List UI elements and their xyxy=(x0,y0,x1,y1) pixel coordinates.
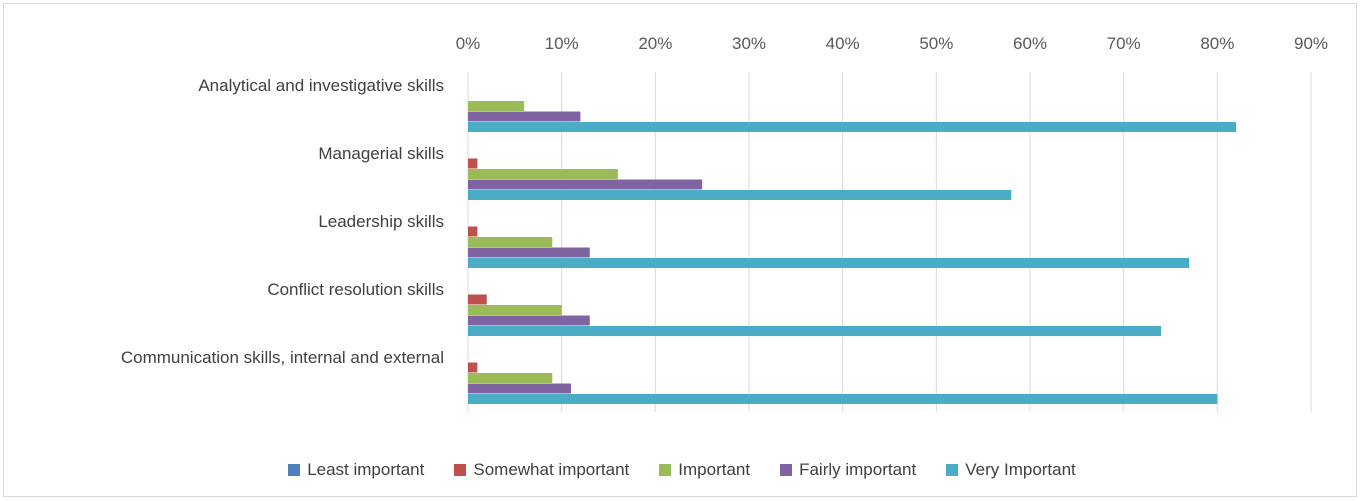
bar xyxy=(468,180,702,190)
x-tick-label: 90% xyxy=(1294,34,1328,53)
legend-item: Very Important xyxy=(946,460,1076,480)
legend-item: Fairly important xyxy=(780,460,916,480)
bar xyxy=(468,295,487,305)
bar xyxy=(468,363,477,373)
legend-label: Very Important xyxy=(965,460,1076,480)
x-tick-label: 70% xyxy=(1107,34,1141,53)
bar xyxy=(468,190,1011,200)
bar xyxy=(468,112,580,122)
bar xyxy=(468,122,1236,132)
bar xyxy=(468,305,562,315)
legend-swatch xyxy=(946,464,958,476)
legend-swatch xyxy=(659,464,671,476)
category-label: Conflict resolution skills xyxy=(267,280,444,299)
bar xyxy=(468,258,1189,268)
legend-label: Important xyxy=(678,460,750,480)
legend-label: Least important xyxy=(307,460,424,480)
category-label: Analytical and investigative skills xyxy=(198,76,444,95)
x-tick-label: 10% xyxy=(545,34,579,53)
category-label: Leadership skills xyxy=(318,212,444,231)
category-label: Communication skills, internal and exter… xyxy=(121,348,444,367)
x-tick-label: 30% xyxy=(732,34,766,53)
bar xyxy=(468,248,590,258)
legend-item: Least important xyxy=(288,460,424,480)
bar xyxy=(468,227,477,237)
legend-label: Fairly important xyxy=(799,460,916,480)
x-tick-label: 50% xyxy=(919,34,953,53)
bar xyxy=(468,101,524,111)
x-tick-label: 20% xyxy=(638,34,672,53)
bar xyxy=(468,394,1217,404)
legend-item: Important xyxy=(659,460,750,480)
legend-swatch xyxy=(288,464,300,476)
x-tick-label: 80% xyxy=(1200,34,1234,53)
legend: Least important Somewhat important Importa… xyxy=(0,456,1364,484)
bar xyxy=(468,169,618,179)
bar-chart: 0% 10% 20% 30% 40% 50% 60% 70% 80% 90% Analytical … xyxy=(0,0,1364,450)
legend-label: Somewhat important xyxy=(473,460,629,480)
bar xyxy=(468,373,552,383)
legend-item: Somewhat important xyxy=(454,460,629,480)
x-tick-label: 0% xyxy=(456,34,481,53)
category-label: Managerial skills xyxy=(318,144,444,163)
bar xyxy=(468,237,552,247)
x-tick-label: 40% xyxy=(826,34,860,53)
legend-swatch xyxy=(454,464,466,476)
bar xyxy=(468,326,1161,336)
legend-swatch xyxy=(780,464,792,476)
bar xyxy=(468,384,571,394)
bar xyxy=(468,316,590,326)
bar xyxy=(468,159,477,169)
x-tick-label: 60% xyxy=(1013,34,1047,53)
